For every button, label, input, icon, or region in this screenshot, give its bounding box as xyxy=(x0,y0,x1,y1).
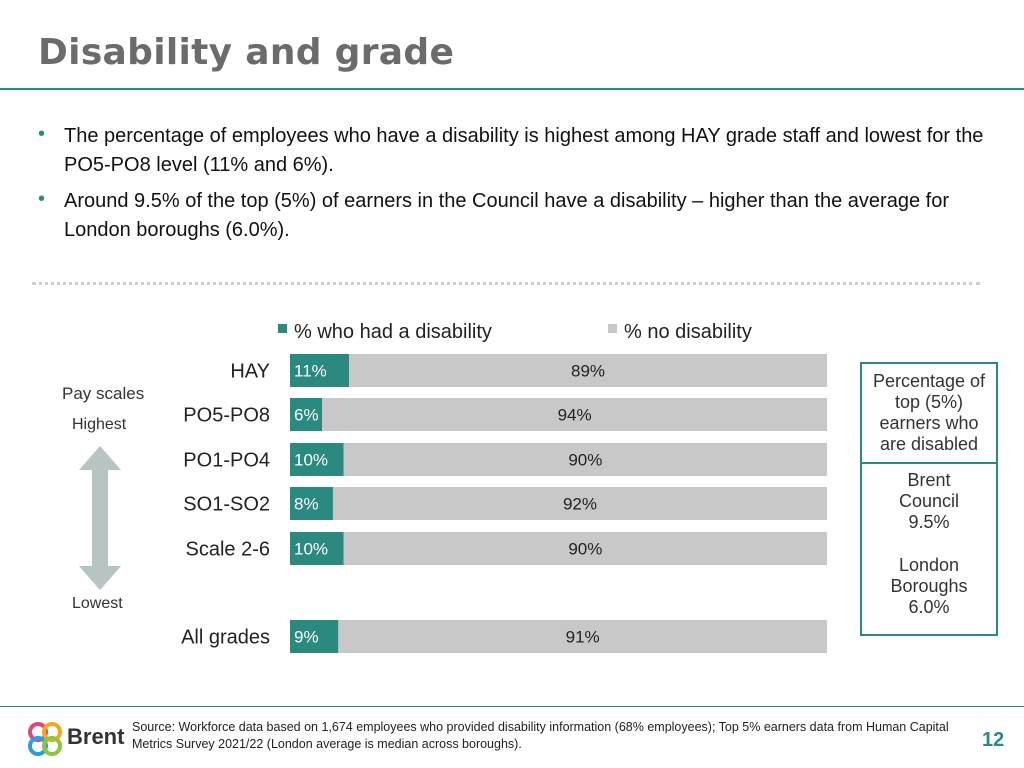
data-label: 94% xyxy=(558,406,592,425)
london-label: London xyxy=(898,555,960,575)
bar-no-disability xyxy=(322,398,827,431)
bar-no-disability xyxy=(343,443,827,476)
stacked-bar-chart: % who had a disability % no disability HAY… xyxy=(181,321,827,653)
bar-disability xyxy=(290,354,350,387)
data-label: 11% xyxy=(294,362,327,381)
page-title: Disability and grade xyxy=(38,32,455,73)
page-number: 12 xyxy=(982,729,1005,751)
bullet-icon: • xyxy=(38,123,46,145)
legend-swatch xyxy=(608,324,617,333)
title-divider xyxy=(0,88,1024,90)
category-label: All grades xyxy=(181,627,270,649)
data-label: 90% xyxy=(568,451,602,470)
top-earners-heading: Percentage of top (5%) earners who are d… xyxy=(862,364,996,464)
bar-disability xyxy=(290,487,333,520)
bullet-item: • Around 9.5% of the top (5%) of earners… xyxy=(36,187,996,245)
brent-value: 9.5% xyxy=(908,512,950,532)
lowest-label: Lowest xyxy=(72,595,123,612)
pay-scales-label: Pay scales xyxy=(62,384,145,403)
legend-swatch xyxy=(278,324,287,333)
data-label: 10% xyxy=(294,540,328,559)
bullet-text: The percentage of employees who have a d… xyxy=(64,125,984,176)
london-value: 6.0% xyxy=(908,597,950,617)
source-note: Source: Workforce data based on 1,674 em… xyxy=(132,720,949,751)
legend-label: % who had a disability xyxy=(294,321,492,343)
bar-no-disability xyxy=(343,532,827,565)
brent-logo-icon xyxy=(28,722,62,756)
data-label: 8% xyxy=(294,495,319,514)
data-label: 89% xyxy=(571,362,605,381)
bar-no-disability xyxy=(338,620,827,653)
brent-label: Council xyxy=(898,491,960,511)
bar-disability xyxy=(290,620,339,653)
data-label: 6% xyxy=(294,406,319,425)
data-label: 9% xyxy=(294,628,319,647)
bar-disability xyxy=(290,443,344,476)
data-label: 91% xyxy=(566,628,600,647)
data-label: 92% xyxy=(563,495,597,514)
data-label: 90% xyxy=(568,540,602,559)
bullet-list: • The percentage of employees who have a… xyxy=(36,122,996,252)
category-label: PO5-PO8 xyxy=(183,405,270,427)
bar-no-disability xyxy=(349,354,827,387)
highest-label: Highest xyxy=(72,416,127,433)
data-label: 10% xyxy=(294,451,328,470)
legend-label: % no disability xyxy=(624,321,752,343)
london-label: Boroughs xyxy=(890,576,968,596)
top-earners-values: Brent Council 9.5% London Boroughs 6.0% xyxy=(862,464,996,618)
bar-disability xyxy=(290,532,344,565)
category-label: PO1-PO4 xyxy=(183,450,270,472)
brent-logo-text: Brent xyxy=(67,724,125,749)
brent-label: Brent xyxy=(907,470,951,490)
category-label: HAY xyxy=(230,361,270,383)
top-earners-box: Percentage of top (5%) earners who are d… xyxy=(860,362,998,636)
bar-disability xyxy=(290,398,323,431)
bullet-icon: • xyxy=(38,188,46,210)
bullet-item: • The percentage of employees who have a… xyxy=(36,122,996,180)
dotted-divider xyxy=(32,282,980,285)
bullet-text: Around 9.5% of the top (5%) of earners i… xyxy=(64,190,949,241)
bar-no-disability xyxy=(332,487,827,520)
double-arrow-icon xyxy=(79,446,121,590)
footer-divider xyxy=(0,706,1024,707)
category-label: Scale 2-6 xyxy=(186,539,271,561)
category-label: SO1-SO2 xyxy=(183,494,270,516)
